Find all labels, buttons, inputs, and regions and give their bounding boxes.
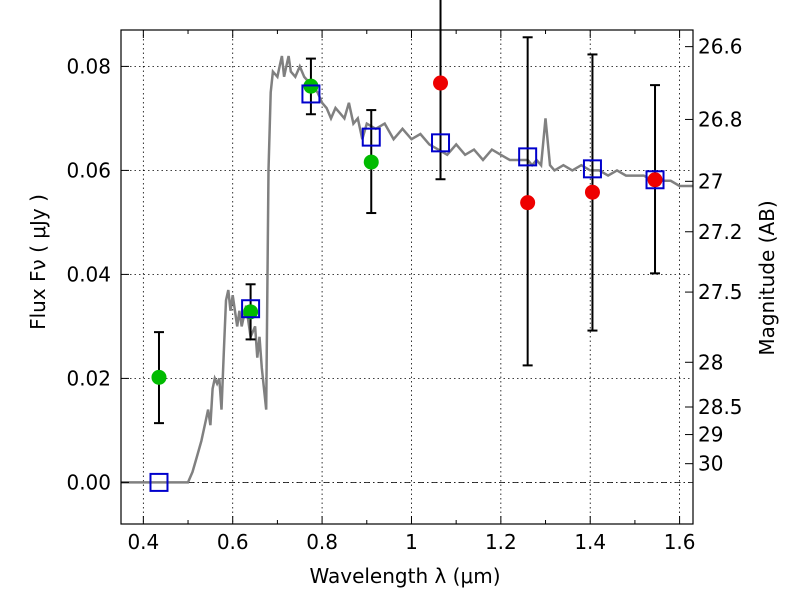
model-square (301, 84, 321, 104)
green-points (151, 78, 379, 385)
x-tick-label: 1.2 (485, 530, 517, 554)
model-squares (149, 84, 665, 492)
magnitude-tick-label: 30 (698, 452, 723, 476)
model-square (431, 133, 451, 153)
red-point (520, 195, 536, 211)
y-tick-label: 0.00 (66, 470, 111, 494)
model-square (582, 159, 602, 179)
magnitude-tick-label: 28 (698, 350, 723, 374)
model-square (149, 472, 169, 492)
magnitude-tick-label: 27 (698, 169, 723, 193)
y-tick-label: 0.02 (66, 366, 111, 390)
model-spectrum-line (121, 55, 693, 484)
green-point (363, 154, 379, 170)
errorbars (153, 0, 661, 425)
x-tick-label: 0.8 (306, 530, 338, 554)
plot-frame (120, 29, 694, 525)
y-axis-label: Flux Fν ( μJy ) (26, 194, 50, 330)
ticks (121, 30, 693, 524)
magnitude-axis-label: Magnitude (AB) (755, 200, 779, 355)
red-point (647, 172, 663, 188)
green-point (151, 369, 167, 385)
red-point (433, 75, 449, 91)
magnitude-tick-label: 28.5 (698, 395, 743, 419)
model-square (361, 127, 381, 147)
y-tick-label: 0.04 (66, 262, 111, 286)
y-tick-label: 0.08 (66, 54, 111, 78)
x-tick-labels: 0.4 0.6 0.8 1 1.2 1.4 1.6 (127, 530, 695, 554)
red-point (584, 184, 600, 200)
x-axis-label: Wavelength λ (μm) (309, 564, 500, 588)
magnitude-tick-labels: 26.6 26.8 27 27.2 27.5 28 28.5 29 30 (698, 35, 743, 476)
x-tick-label: 1 (405, 530, 418, 554)
magnitude-tick-label: 29 (698, 423, 723, 447)
x-tick-label: 0.6 (217, 530, 249, 554)
y-tick-label: 0.06 (66, 158, 111, 182)
green-point (243, 304, 259, 320)
model-square (518, 147, 538, 167)
magnitude-tick-label: 27.2 (698, 220, 743, 244)
magnitude-tick-label: 26.8 (698, 107, 743, 131)
x-tick-label: 0.4 (127, 530, 159, 554)
model-square (241, 299, 261, 319)
x-tick-label: 1.6 (664, 530, 696, 554)
x-tick-label: 1.4 (574, 530, 606, 554)
grid-lines (121, 30, 693, 524)
red-points (433, 75, 663, 211)
model-square (645, 170, 665, 190)
magnitude-tick-label: 27.5 (698, 280, 743, 304)
y-tick-labels: 0.00 0.02 0.04 0.06 0.08 (66, 54, 111, 494)
magnitude-tick-label: 26.6 (698, 35, 743, 59)
